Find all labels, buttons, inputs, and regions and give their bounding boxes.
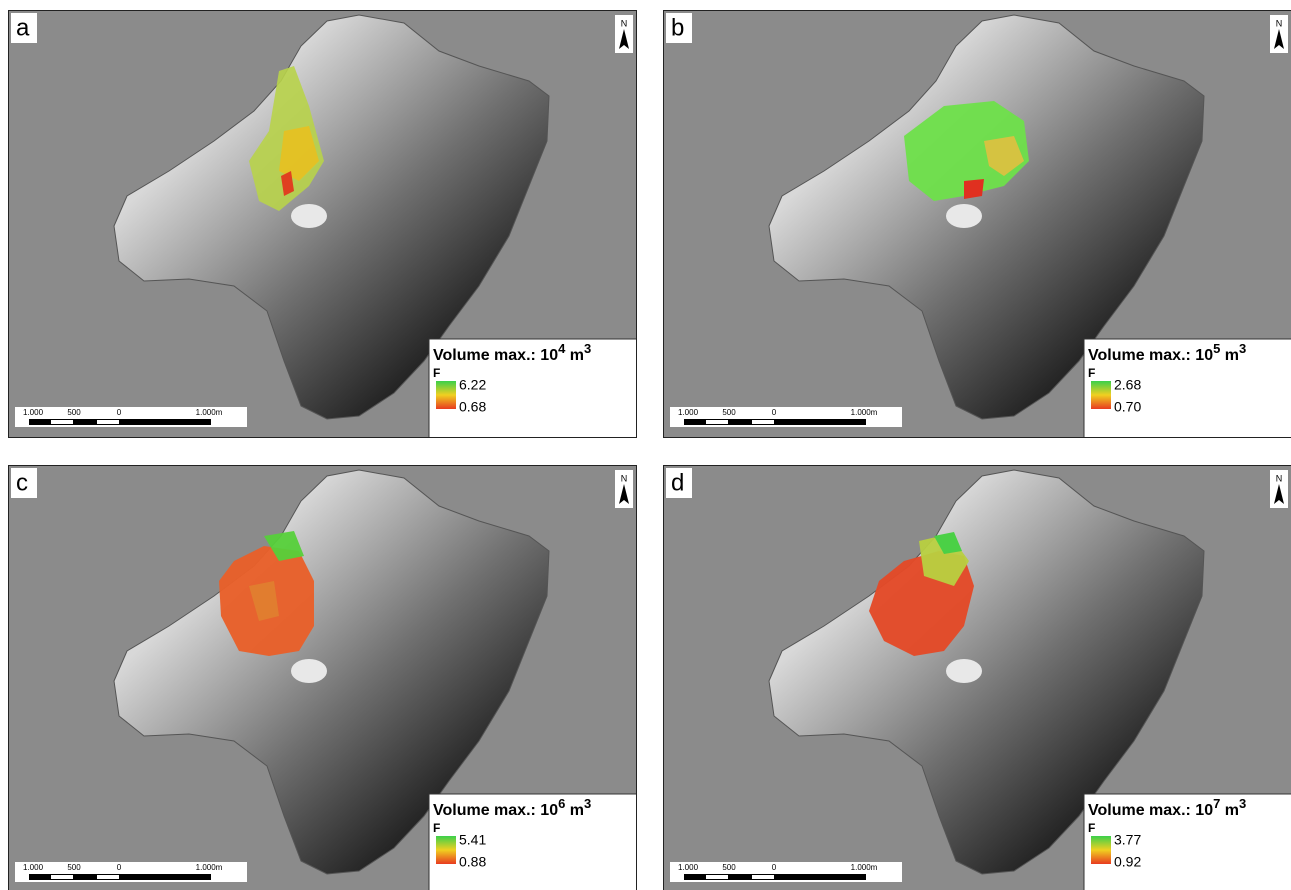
crater bbox=[946, 204, 982, 228]
legend-title-text: Volume max.: 10 bbox=[1088, 347, 1213, 364]
scale-bar-segment bbox=[51, 875, 73, 879]
legend-title-text: Volume max.: 10 bbox=[433, 347, 558, 364]
panel-label: d bbox=[671, 469, 684, 496]
legend-unit-exponent: 3 bbox=[584, 796, 591, 811]
scale-label: 1.000m bbox=[196, 408, 223, 417]
scale-label: 500 bbox=[67, 408, 81, 417]
scale-label: 1.000m bbox=[196, 863, 223, 872]
scale-label: 1.000 bbox=[23, 863, 44, 872]
legend-exponent: 5 bbox=[1213, 341, 1220, 356]
scale-label: 500 bbox=[722, 863, 736, 872]
legend-title-text: Volume max.: 10 bbox=[433, 802, 558, 819]
map-panel: c N Volume max.: 106 m3 F 5.41 0.88 1.000 500 0 1… bbox=[8, 465, 637, 890]
scale-label: 500 bbox=[67, 863, 81, 872]
scale-bar-segment bbox=[97, 875, 119, 879]
legend-exponent: 6 bbox=[558, 796, 565, 811]
scale-label: 0 bbox=[117, 863, 122, 872]
legend-unit-exponent: 3 bbox=[1239, 341, 1246, 356]
map-panel: d N Volume max.: 107 m3 F 3.77 0.92 1.000 500 0 1… bbox=[663, 465, 1291, 890]
scale-label: 0 bbox=[772, 408, 777, 417]
scale-label: 1.000 bbox=[678, 408, 699, 417]
legend-max: 6.22 bbox=[459, 377, 486, 393]
scale-bar-segment bbox=[706, 875, 728, 879]
scale-label: 1.000 bbox=[678, 863, 699, 872]
panel-label: a bbox=[16, 14, 30, 41]
scale-label: 1.000m bbox=[851, 863, 878, 872]
legend-ramp bbox=[436, 836, 456, 864]
legend-unit: m bbox=[565, 802, 584, 819]
north-label: N bbox=[621, 473, 628, 483]
legend-max: 2.68 bbox=[1114, 377, 1141, 393]
legend-variable: F bbox=[433, 366, 440, 380]
legend-variable: F bbox=[1088, 821, 1095, 835]
legend-unit: m bbox=[565, 347, 584, 364]
crater bbox=[291, 204, 327, 228]
legend-unit-exponent: 3 bbox=[1239, 796, 1246, 811]
legend-max: 5.41 bbox=[459, 832, 486, 848]
scale-label: 0 bbox=[117, 408, 122, 417]
north-label: N bbox=[1276, 18, 1283, 28]
legend-title-text: Volume max.: 10 bbox=[1088, 802, 1213, 819]
scale-bar-segment bbox=[706, 420, 728, 424]
panel-label: c bbox=[16, 469, 28, 496]
legend-min: 0.68 bbox=[459, 399, 486, 415]
legend-variable: F bbox=[433, 821, 440, 835]
legend-min: 0.88 bbox=[459, 854, 486, 870]
north-label: N bbox=[1276, 473, 1283, 483]
legend-min: 0.70 bbox=[1114, 399, 1141, 415]
scale-label: 0 bbox=[772, 863, 777, 872]
scale-bar-segment bbox=[752, 875, 774, 879]
hazard-area bbox=[964, 179, 984, 199]
panel-label: b bbox=[671, 14, 684, 41]
scale-label: 1.000 bbox=[23, 408, 44, 417]
map-panel: b N Volume max.: 105 m3 F 2.68 0.70 1.000 500 0 1… bbox=[663, 10, 1291, 438]
legend-ramp bbox=[1091, 836, 1111, 864]
north-label: N bbox=[621, 18, 628, 28]
legend-unit: m bbox=[1220, 347, 1239, 364]
figure: aNVolume max.: 104 m3F6.220.681.00050001… bbox=[0, 0, 1291, 890]
legend-exponent: 7 bbox=[1213, 796, 1220, 811]
crater bbox=[946, 659, 982, 683]
legend-unit-exponent: 3 bbox=[584, 341, 591, 356]
scale-bar-segment bbox=[752, 420, 774, 424]
legend-unit: m bbox=[1220, 802, 1239, 819]
scale-bar-segment bbox=[97, 420, 119, 424]
legend-ramp bbox=[436, 381, 456, 409]
legend-variable: F bbox=[1088, 366, 1095, 380]
legend-ramp bbox=[1091, 381, 1111, 409]
legend-min: 0.92 bbox=[1114, 854, 1141, 870]
scale-label: 1.000m bbox=[851, 408, 878, 417]
scale-bar-segment bbox=[51, 420, 73, 424]
legend-max: 3.77 bbox=[1114, 832, 1141, 848]
crater bbox=[291, 659, 327, 683]
scale-label: 500 bbox=[722, 408, 736, 417]
